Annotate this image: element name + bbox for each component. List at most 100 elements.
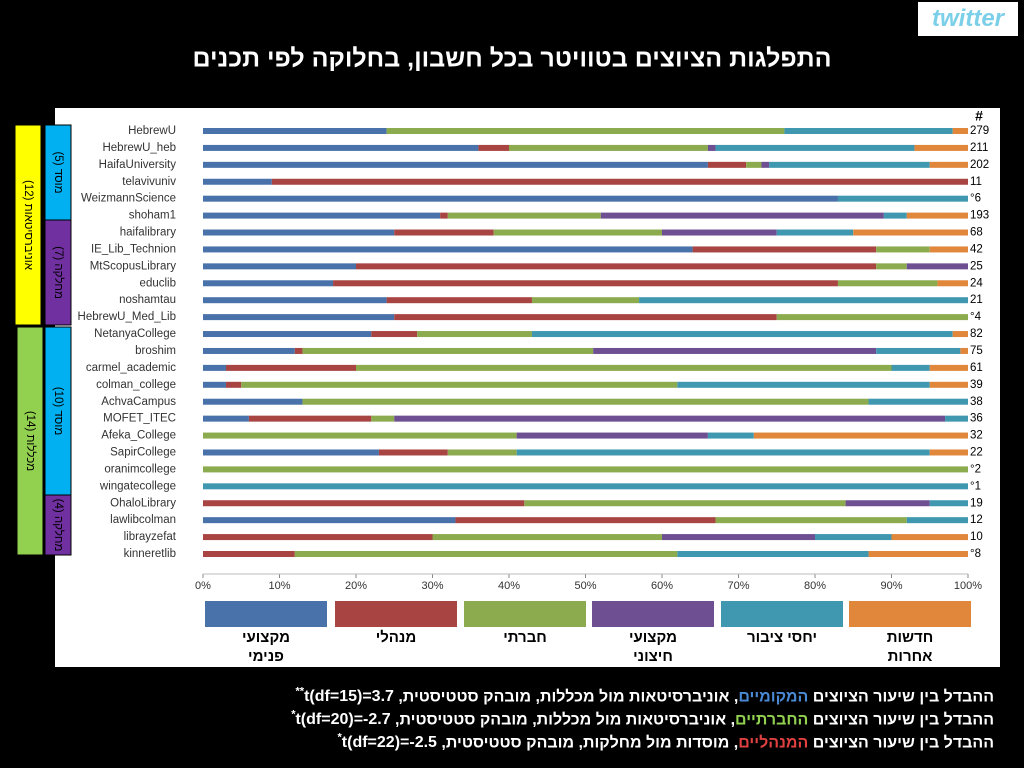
category-label: wingatecollege xyxy=(99,480,176,492)
bar-segment xyxy=(225,364,356,371)
count-label: °8 xyxy=(970,548,981,560)
legend-label: חדשות אחרות xyxy=(886,629,934,665)
count-label: 211 xyxy=(970,142,988,154)
group-box xyxy=(44,494,72,556)
bar-segment xyxy=(837,280,938,287)
x-tick-label: 100% xyxy=(954,580,982,592)
bar-segment xyxy=(929,246,968,253)
category-label: HaifaUniversity xyxy=(99,159,177,171)
bar-segment xyxy=(600,212,884,219)
count-label: °6 xyxy=(970,193,981,205)
category-label: AchvaCampus xyxy=(101,396,176,408)
bar-segment xyxy=(378,449,448,456)
count-label: 82 xyxy=(970,328,983,340)
legend-swatch xyxy=(464,601,586,627)
legend-label: מקצועי פנימי xyxy=(241,629,290,665)
bar-segment xyxy=(516,432,708,439)
x-tick-label: 0% xyxy=(195,580,211,592)
x-tick-label: 10% xyxy=(268,580,290,592)
bar-segment xyxy=(906,517,968,524)
category-label: IE_Lib_Technion xyxy=(91,243,176,255)
bar-segment xyxy=(952,128,968,134)
bar-segment xyxy=(776,229,854,236)
count-label: 22 xyxy=(970,447,983,459)
footnote: ההבדל בין שיעור הציוצים החברתיים, אוניבר… xyxy=(34,709,994,729)
category-label: colman_college xyxy=(96,379,176,391)
footnote: ההבדל בין שיעור הציוצים המנהליים, מוסדות… xyxy=(34,732,994,752)
bar-segment xyxy=(203,297,387,304)
note-stat: **t(df=15)=3.7 xyxy=(295,686,394,706)
category-label: MtScopusLibrary xyxy=(90,260,177,272)
bar-segment xyxy=(891,364,930,371)
bar-segment xyxy=(784,128,953,134)
legend-swatch xyxy=(335,601,457,627)
bar-segment xyxy=(203,161,708,168)
bar-segment xyxy=(516,449,930,456)
group-label: אוניברסיטאות (12) xyxy=(22,180,34,271)
bar-segment xyxy=(203,449,379,456)
count-label: 10 xyxy=(970,531,983,543)
category-label: kinneretlib xyxy=(124,548,176,560)
legend-swatch xyxy=(721,601,843,627)
bar-segment xyxy=(531,331,953,338)
bar-segment xyxy=(891,534,968,541)
category-label: broshim xyxy=(135,345,176,357)
bar-segment xyxy=(639,297,968,304)
bar-segment xyxy=(203,466,968,473)
footnote: ההבדל בין שיעור הציוצים המקומיים, אוניבר… xyxy=(34,686,994,706)
group-label: מחלקה (7) xyxy=(52,246,65,299)
bar-segment xyxy=(203,398,303,405)
bar-segment xyxy=(677,551,869,557)
bar-segment xyxy=(815,534,892,541)
note-sig: * xyxy=(337,732,342,744)
bar-segment xyxy=(203,500,525,507)
count-label: 24 xyxy=(970,277,983,289)
bar-segment xyxy=(715,517,907,524)
category-label: haifalibrary xyxy=(120,227,176,239)
note-highlight: החברתיים xyxy=(735,711,809,729)
category-label: telavivuniv xyxy=(122,176,176,188)
bar-segment xyxy=(937,280,968,287)
bar-segment xyxy=(203,178,272,185)
bar-segment xyxy=(203,128,387,134)
bar-segment xyxy=(356,263,877,270)
bar-segment xyxy=(203,534,433,541)
bar-segment xyxy=(356,364,892,371)
bar-segment xyxy=(929,161,968,168)
bar-segment xyxy=(746,161,762,168)
bar-segment xyxy=(417,331,532,338)
count-label: 279 xyxy=(970,125,989,137)
bar-segment xyxy=(883,212,907,219)
category-label: NetanyaCollege xyxy=(94,328,176,340)
note-text: ההבדל בין שיעור הציוצים xyxy=(808,688,994,706)
bar-segment xyxy=(203,229,395,236)
bar-segment xyxy=(692,246,877,253)
category-label: shoham1 xyxy=(129,210,176,222)
legend-label: מקצועי חיצוני xyxy=(628,629,677,665)
x-tick-label: 60% xyxy=(651,580,673,592)
count-label: 42 xyxy=(970,243,983,255)
note-stat: *t(df=20)=-2.7 xyxy=(291,709,391,729)
bar-segment xyxy=(455,517,716,524)
bar-segment xyxy=(914,144,968,151)
bar-segment xyxy=(868,551,968,557)
twitter-logo: twitter xyxy=(918,2,1018,36)
bar-segment xyxy=(203,263,356,270)
bar-segment xyxy=(241,381,678,388)
legend-label: מנהלי xyxy=(375,629,417,646)
count-label: 11 xyxy=(970,176,982,188)
count-label: °4 xyxy=(970,311,982,323)
bar-segment xyxy=(225,381,242,388)
count-label: 75 xyxy=(970,345,983,357)
x-tick-label: 80% xyxy=(804,580,826,592)
group-label: מכללות (14) xyxy=(24,411,37,471)
count-label: 193 xyxy=(970,210,989,222)
count-label: °2 xyxy=(970,463,981,475)
note-stat: *t(df=22)=-2.5 xyxy=(337,732,437,752)
legend-label: חברתי xyxy=(503,629,547,646)
legend-swatch xyxy=(592,601,714,627)
note-sig: ** xyxy=(295,686,305,698)
bar-segment xyxy=(876,263,907,270)
